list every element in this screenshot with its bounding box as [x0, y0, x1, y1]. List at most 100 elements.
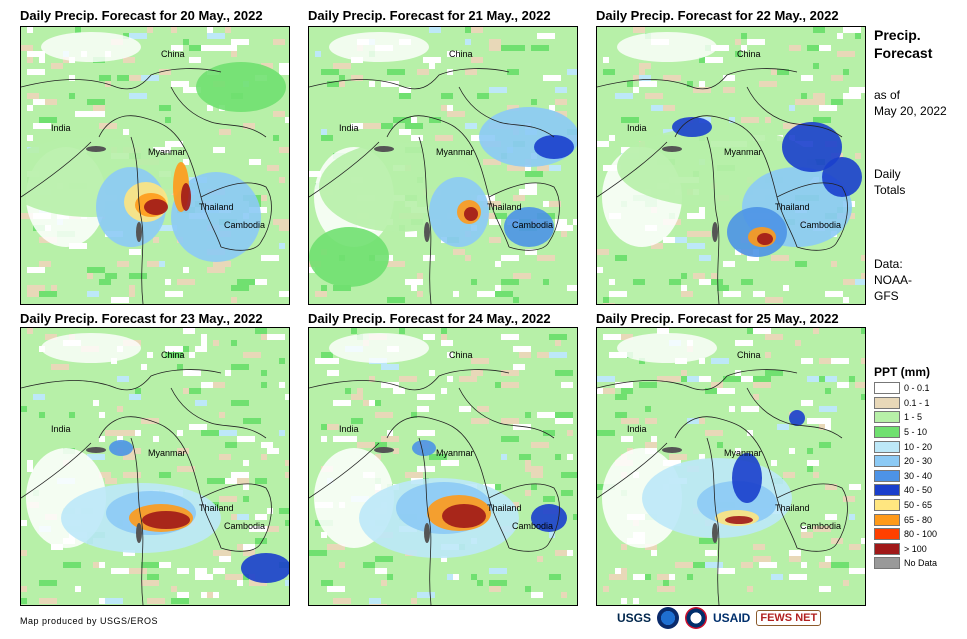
- legend-label: 10 - 20: [904, 441, 933, 452]
- legend-item: 40 - 50: [874, 483, 937, 498]
- side-title-line1: Precip.: [874, 27, 921, 43]
- data-label: Data:: [874, 257, 903, 271]
- data-source-block: Data: NOAA- GFS: [874, 256, 912, 304]
- country-label-china: China: [161, 350, 185, 360]
- panel-title-3: Daily Precip. Forecast for 22 May., 2022: [596, 8, 839, 23]
- country-label-myanmar: Myanmar: [148, 448, 186, 458]
- country-label-thailand: Thailand: [487, 202, 522, 212]
- legend: 0 - 0.1 0.1 - 1 1 - 5 5 - 10 10 - 20 20 - 30 3…: [874, 381, 937, 571]
- country-label-cambodia: Cambodia: [512, 220, 553, 230]
- country-label-myanmar: Myanmar: [148, 147, 186, 157]
- map-canvas: China India Myanmar Thailand Cambodia: [21, 328, 289, 605]
- as-of-block: as of May 20, 2022: [874, 87, 947, 119]
- legend-swatch: [874, 513, 900, 526]
- daily-label: Daily: [874, 167, 901, 181]
- country-label-thailand: Thailand: [775, 202, 810, 212]
- country-label-cambodia: Cambodia: [800, 220, 841, 230]
- country-label-cambodia: Cambodia: [224, 521, 265, 531]
- legend-label: 40 - 50: [904, 485, 933, 496]
- legend-swatch: [874, 411, 900, 424]
- panel-title-4: Daily Precip. Forecast for 23 May., 2022: [20, 311, 263, 326]
- legend-item: 0 - 0.1: [874, 381, 937, 396]
- legend-item: 50 - 65: [874, 498, 937, 513]
- legend-label: 50 - 65: [904, 500, 933, 511]
- legend-label: 0.1 - 1: [904, 397, 930, 408]
- legend-swatch: [874, 440, 900, 453]
- legend-swatch: [874, 542, 900, 555]
- map-canvas: China India Myanmar Thailand Cambodia: [309, 328, 577, 605]
- country-label-india: India: [627, 424, 647, 434]
- country-label-china: China: [449, 350, 473, 360]
- country-label-india: India: [339, 123, 359, 133]
- country-label-india: India: [627, 123, 647, 133]
- panel-title-1: Daily Precip. Forecast for 20 May., 2022: [20, 8, 263, 23]
- as-of-date: May 20, 2022: [874, 104, 947, 118]
- legend-item: 0.1 - 1: [874, 396, 937, 411]
- data-source-line1: NOAA-: [874, 273, 913, 287]
- country-label-thailand: Thailand: [199, 202, 234, 212]
- legend-label: 0 - 0.1: [904, 383, 930, 394]
- usgs-logo: USGS: [617, 611, 652, 625]
- usaid-seal-icon: [685, 607, 708, 629]
- legend-swatch: [874, 499, 900, 512]
- forecast-map-4: China India Myanmar Thailand Cambodia: [20, 327, 290, 606]
- country-label-china: China: [737, 350, 761, 360]
- forecast-map-1: China India Myanmar Thailand Cambodia: [20, 26, 290, 305]
- map-canvas: China India Myanmar Thailand Cambodia: [597, 27, 865, 304]
- data-source-line2: GFS: [874, 289, 899, 303]
- country-label-china: China: [449, 49, 473, 59]
- panel-title-2: Daily Precip. Forecast for 21 May., 2022: [308, 8, 551, 23]
- country-label-india: India: [51, 123, 71, 133]
- legend-swatch: [874, 382, 900, 395]
- legend-label: 5 - 10: [904, 427, 928, 438]
- legend-swatch: [874, 469, 900, 482]
- map-canvas: China India Myanmar Thailand Cambodia: [309, 27, 577, 304]
- forecast-map-2: China India Myanmar Thailand Cambodia: [308, 26, 578, 305]
- legend-item: No Data: [874, 556, 937, 571]
- legend-item: 10 - 20: [874, 439, 937, 454]
- as-of-label: as of: [874, 88, 901, 102]
- side-title: Precip. Forecast: [874, 26, 932, 62]
- panel-title-5: Daily Precip. Forecast for 24 May., 2022: [308, 311, 551, 326]
- country-label-cambodia: Cambodia: [224, 220, 265, 230]
- country-label-china: China: [737, 49, 761, 59]
- forecast-map-6: China India Myanmar Thailand Cambodia: [596, 327, 866, 606]
- country-label-thailand: Thailand: [199, 503, 234, 513]
- legend-label: 80 - 100: [904, 529, 938, 540]
- country-label-myanmar: Myanmar: [436, 448, 474, 458]
- fews-net-logo: FEWS NET: [756, 610, 822, 626]
- credit-text: Map produced by USGS/EROS: [20, 616, 159, 626]
- legend-swatch: [874, 528, 900, 541]
- country-label-myanmar: Myanmar: [724, 448, 762, 458]
- forecast-map-5: China India Myanmar Thailand Cambodia: [308, 327, 578, 606]
- country-label-china: China: [161, 49, 185, 59]
- legend-label: No Data: [904, 558, 938, 569]
- map-canvas: China India Myanmar Thailand Cambodia: [597, 328, 865, 605]
- side-title-line2: Forecast: [874, 45, 933, 61]
- usaid-logo: USAID: [713, 611, 751, 625]
- country-label-myanmar: Myanmar: [724, 147, 762, 157]
- legend-item: 65 - 80: [874, 512, 937, 527]
- legend-item: 5 - 10: [874, 425, 937, 440]
- country-label-cambodia: Cambodia: [800, 521, 841, 531]
- country-label-myanmar: Myanmar: [436, 147, 474, 157]
- legend-item: 20 - 30: [874, 454, 937, 469]
- legend-label: > 100: [904, 543, 927, 554]
- logo-strip: USGS USAID FEWS NET: [617, 607, 822, 629]
- country-label-thailand: Thailand: [487, 503, 522, 513]
- forecast-map-3: China India Myanmar Thailand Cambodia: [596, 26, 866, 305]
- legend-item: 80 - 100: [874, 527, 937, 542]
- legend-label: 20 - 30: [904, 456, 933, 467]
- legend-swatch: [874, 396, 900, 409]
- legend-item: > 100: [874, 542, 937, 557]
- country-label-india: India: [339, 424, 359, 434]
- legend-item: 30 - 40: [874, 469, 937, 484]
- legend-swatch: [874, 557, 900, 570]
- legend-label: 30 - 40: [904, 470, 933, 481]
- legend-label: 65 - 80: [904, 514, 933, 525]
- legend-swatch: [874, 484, 900, 497]
- noaa-logo: [657, 607, 680, 629]
- legend-label: 1 - 5: [904, 412, 923, 423]
- legend-swatch: [874, 426, 900, 439]
- country-label-cambodia: Cambodia: [512, 521, 553, 531]
